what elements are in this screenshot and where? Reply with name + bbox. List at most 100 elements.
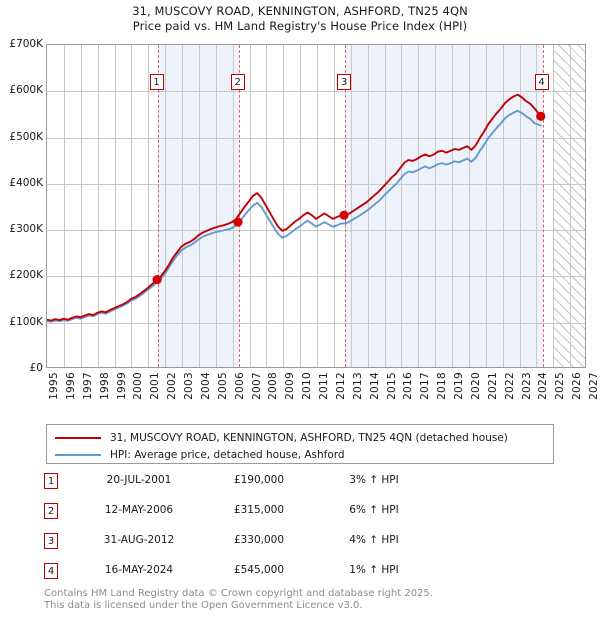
x-axis-tick-label: 2010 [301, 372, 314, 400]
vertical-gridline [570, 45, 571, 367]
vertical-gridline [334, 45, 335, 367]
vertical-gridline [385, 45, 386, 367]
footer-line-2: This data is licensed under the Open Gov… [44, 600, 363, 611]
vertical-gridline [469, 45, 470, 367]
transactions-table: 1 20-JUL-2001 £190,000 3% ↑ HPI 2 12-MAY-2006… [44, 470, 464, 590]
horizontal-gridline [47, 138, 585, 139]
x-axis-tick-label: 2017 [419, 372, 432, 400]
x-axis-tick-label: 2024 [537, 372, 550, 400]
transaction-dot-2[interactable] [233, 217, 243, 227]
y-axis-tick-label: £0 [29, 362, 43, 374]
transaction-dot-3[interactable] [339, 210, 349, 220]
vertical-gridline [115, 45, 116, 367]
hatched-future-area [553, 45, 585, 367]
x-axis-tick-label: 2026 [571, 372, 584, 400]
y-axis-tick-label: £200K [9, 269, 43, 282]
x-axis-tick-label: 2012 [334, 372, 347, 400]
transaction-price: £190,000 [233, 474, 285, 486]
vertical-gridline [64, 45, 65, 367]
y-axis-tick-label: £100K [9, 315, 43, 328]
x-axis-tick-label: 2015 [385, 372, 398, 400]
event-marker-line-3 [345, 45, 347, 367]
event-number-box-4[interactable]: 4 [534, 74, 549, 90]
x-axis-tick-label: 1999 [115, 372, 128, 400]
horizontal-gridline [47, 91, 585, 92]
transaction-dot-4[interactable] [536, 111, 546, 121]
horizontal-gridline [47, 323, 585, 324]
x-axis-tick-label: 2014 [368, 372, 381, 400]
x-axis-tick-label: 2004 [199, 372, 212, 400]
page-title: 31, MUSCOVY ROAD, KENNINGTON, ASHFORD, T… [0, 4, 600, 34]
horizontal-gridline [47, 230, 585, 231]
x-axis-tick-label: 2021 [486, 372, 499, 400]
transaction-price: £330,000 [233, 534, 285, 546]
vertical-gridline [435, 45, 436, 367]
transaction-price: £545,000 [233, 564, 285, 576]
transaction-number-badge: 2 [44, 503, 58, 519]
table-row[interactable]: 1 20-JUL-2001 £190,000 3% ↑ HPI [44, 470, 464, 500]
y-axis-tick-label: £300K [9, 223, 43, 236]
transaction-date: 20-JUL-2001 [106, 474, 172, 486]
legend-item: 31, MUSCOVY ROAD, KENNINGTON, ASHFORD, T… [47, 429, 508, 447]
footer-attribution: Contains HM Land Registry data © Crown c… [44, 588, 584, 612]
x-axis-tick-label: 2005 [216, 372, 229, 400]
transaction-hpi-delta: 6% ↑ HPI [349, 504, 399, 516]
series-line [47, 109, 542, 323]
table-row[interactable]: 2 12-MAY-2006 £315,000 6% ↑ HPI [44, 500, 464, 530]
vertical-gridline [250, 45, 251, 367]
vertical-gridline [503, 45, 504, 367]
transaction-price: £315,000 [233, 504, 285, 516]
x-axis-tick-label: 2002 [166, 372, 179, 400]
chart-plot-area [46, 44, 586, 368]
transaction-number-badge: 3 [44, 533, 58, 549]
vertical-gridline [317, 45, 318, 367]
vertical-gridline [81, 45, 82, 367]
vertical-gridline [536, 45, 537, 367]
event-number-box-1[interactable]: 1 [149, 74, 164, 90]
x-axis-tick-label: 2022 [503, 372, 516, 400]
x-axis-tick-label: 2006 [233, 372, 246, 400]
x-axis-tick-label: 2001 [149, 372, 162, 400]
x-axis-tick-label: 2013 [351, 372, 364, 400]
x-axis-tick-label: 2007 [250, 372, 263, 400]
footer-line-1: Contains HM Land Registry data © Crown c… [44, 588, 433, 599]
vertical-gridline [216, 45, 217, 367]
vertical-gridline [368, 45, 369, 367]
y-axis-tick-label: £600K [9, 84, 43, 97]
legend-label: 31, MUSCOVY ROAD, KENNINGTON, ASHFORD, T… [110, 432, 508, 444]
title-line-2: Price paid vs. HM Land Registry's House … [132, 19, 468, 33]
x-axis-tick-label: 1996 [64, 372, 77, 400]
vertical-gridline [520, 45, 521, 367]
transaction-dot-1[interactable] [152, 275, 162, 285]
x-axis-tick-label: 2003 [183, 372, 195, 400]
event-number-box-2[interactable]: 2 [230, 74, 245, 90]
transaction-date: 16-MAY-2024 [104, 564, 174, 576]
price-series-lines [47, 93, 542, 323]
vertical-gridline [418, 45, 419, 367]
vertical-gridline [182, 45, 183, 367]
table-row[interactable]: 3 31-AUG-2012 £330,000 4% ↑ HPI [44, 530, 464, 560]
vertical-gridline [233, 45, 234, 367]
x-axis-tick-label: 1995 [48, 372, 60, 400]
vertical-gridline [283, 45, 284, 367]
transaction-number-badge: 4 [44, 563, 58, 579]
chart-legend: 31, MUSCOVY ROAD, KENNINGTON, ASHFORD, T… [46, 424, 554, 464]
y-axis-labels: £0 £100K £200K £300K £400K £500K £600K £700K [9, 38, 43, 374]
x-axis-tick-label: 2000 [132, 372, 145, 400]
vertical-gridline [486, 45, 487, 367]
table-row[interactable]: 4 16-MAY-2024 £545,000 1% ↑ HPI [44, 560, 464, 590]
legend-color-swatch [55, 437, 101, 439]
transaction-hpi-delta: 1% ↑ HPI [349, 564, 399, 576]
vertical-gridline [351, 45, 352, 367]
x-axis-tick-label: 2025 [554, 372, 567, 400]
horizontal-gridline [47, 184, 585, 185]
event-number-box-3[interactable]: 3 [337, 74, 352, 90]
legend-label: HPI: Average price, detached house, Ashf… [110, 449, 345, 461]
x-axis-tick-label: 2016 [402, 372, 415, 400]
vertical-gridline [131, 45, 132, 367]
y-axis-tick-label: £400K [9, 176, 43, 189]
title-line-1: 31, MUSCOVY ROAD, KENNINGTON, ASHFORD, T… [132, 4, 468, 18]
x-axis-tick-label: 1998 [98, 372, 111, 400]
vertical-gridline [553, 45, 554, 367]
transaction-point-markers [152, 111, 546, 285]
